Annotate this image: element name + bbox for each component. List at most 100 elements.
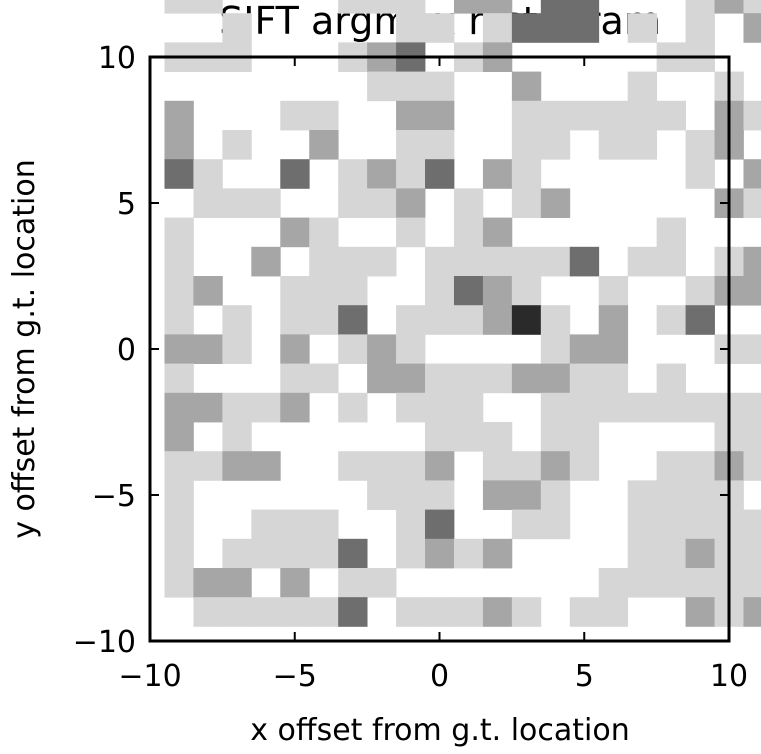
heatmap-cell (511, 305, 542, 335)
heatmap-cell (222, 334, 252, 364)
heatmap-cell (367, 246, 397, 277)
heatmap-cell (482, 246, 513, 277)
heatmap-cell (685, 276, 715, 306)
heatmap-cell (511, 246, 542, 277)
heatmap-cell (338, 0, 368, 14)
heatmap-cell (338, 538, 368, 569)
heatmap-cell (482, 276, 513, 306)
heatmap-cell (569, 100, 600, 131)
heatmap-cell (540, 0, 571, 14)
heatmap-cell (396, 71, 426, 102)
heatmap-cell (511, 188, 542, 218)
heatmap-cell (164, 509, 194, 540)
heatmap-cell (164, 159, 194, 189)
heatmap-cell (743, 100, 761, 131)
heatmap-cell (743, 188, 761, 218)
heatmap-cell (453, 305, 484, 335)
heatmap-cell (685, 451, 715, 481)
heatmap-cell (396, 392, 426, 423)
heatmap-cell (627, 538, 658, 569)
heatmap-cell (656, 100, 686, 131)
heatmap-cell (540, 422, 571, 452)
heatmap-cell (280, 363, 310, 394)
heatmap-cell (743, 246, 761, 277)
heatmap-cell (309, 276, 339, 306)
heatmap-cell (222, 538, 252, 569)
heatmap-cell (598, 334, 629, 364)
heatmap-cell (164, 334, 194, 364)
heatmap-cell (425, 451, 455, 481)
heatmap-cell (164, 130, 194, 160)
heatmap-cell (685, 305, 715, 335)
heatmap-cell (511, 480, 542, 510)
heatmap-cell (482, 159, 513, 189)
heatmap-cell (164, 422, 194, 452)
heatmap-cell (396, 13, 426, 43)
y-tick-label: −5 (92, 479, 136, 514)
heatmap-cell (598, 305, 629, 335)
heatmap-cell (482, 305, 513, 335)
heatmap-cell (627, 509, 658, 540)
heatmap-cell (656, 217, 686, 248)
heatmap-cell (338, 276, 368, 306)
y-tick-label: 0 (117, 333, 136, 368)
heatmap-cell (309, 597, 339, 627)
heatmap-cell (164, 568, 194, 598)
heatmap-cell (309, 100, 339, 131)
heatmap-cell (685, 159, 715, 189)
heatmap-cell (453, 246, 484, 277)
heatmap-cell (743, 276, 761, 306)
x-tick-label: 0 (430, 659, 449, 694)
heatmap-cell (482, 13, 513, 43)
heatmap-cell (598, 276, 629, 306)
heatmap-cell (309, 363, 339, 394)
heatmap-cell (251, 509, 281, 540)
heatmap-cell (569, 0, 600, 14)
heatmap-cell (656, 305, 686, 335)
heatmap-cell (511, 363, 542, 394)
heatmap-cell (685, 0, 715, 14)
heatmap-cell (222, 305, 252, 335)
heatmap-cell (425, 159, 455, 189)
heatmap-cell (482, 0, 513, 14)
heatmap-cell (685, 392, 715, 423)
heatmap-cell (396, 538, 426, 569)
heatmap-cell (222, 422, 252, 452)
heatmap-cell (193, 188, 223, 218)
heatmap-cell (222, 188, 252, 218)
heatmap-cell (743, 334, 761, 364)
heatmap-cell (743, 0, 761, 14)
heatmap-cell (425, 363, 455, 394)
heatmap-cell (193, 276, 223, 306)
heatmap-cell (656, 568, 686, 598)
heatmap-cell (598, 363, 629, 394)
heatmap-cell (511, 597, 542, 627)
heatmap-cell (193, 597, 223, 627)
heatmap-cell (540, 363, 571, 394)
heatmap-cell (164, 276, 194, 306)
heatmap-cell (598, 568, 629, 598)
heatmap-cell (569, 451, 600, 481)
y-tick-label: 10 (98, 41, 136, 76)
heatmap-cell (164, 217, 194, 248)
heatmap-cell (222, 392, 252, 423)
heatmap-cell (511, 13, 542, 43)
heatmap-cell (656, 538, 686, 569)
heatmap-cell (511, 159, 542, 189)
heatmap-cell (251, 597, 281, 627)
heatmap-cell (309, 246, 339, 277)
heatmap-cell (627, 246, 658, 277)
heatmap-cell (338, 392, 368, 423)
heatmap-cell (338, 451, 368, 481)
heatmap-cell (743, 509, 761, 540)
heatmap-cell (338, 597, 368, 627)
heatmap-cell (425, 246, 455, 277)
heatmap-cell (164, 246, 194, 277)
heatmap-cell (309, 217, 339, 248)
heatmap-cell (193, 451, 223, 481)
heatmap-cell (540, 334, 571, 364)
heatmap-cell (425, 509, 455, 540)
heatmap-cell (482, 538, 513, 569)
heatmap-cell (569, 13, 600, 43)
heatmap-cell (598, 392, 629, 423)
